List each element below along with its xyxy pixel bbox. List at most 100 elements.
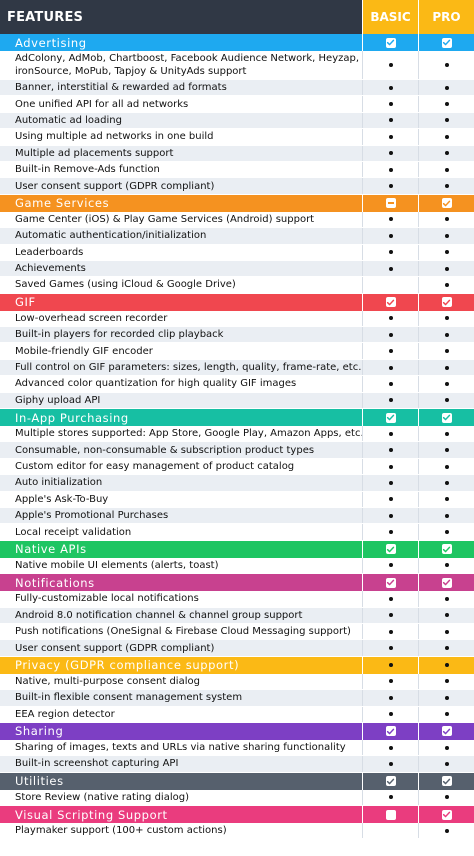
- pro-cell: [418, 756, 474, 772]
- basic-cell: [362, 557, 418, 574]
- bullet-dot-icon: [444, 497, 449, 502]
- section-title: In-App Purchasing: [15, 410, 129, 425]
- bullet-dot-icon: [444, 184, 449, 189]
- pro-cell: [418, 823, 474, 839]
- feature-row: Push notifications (OneSignal & Firebase…: [0, 623, 474, 641]
- section-header: Notifications: [0, 574, 474, 592]
- feature-label: Playmaker support (100+ custom actions): [15, 825, 227, 837]
- feature-label: Custom editor for easy management of pro…: [15, 461, 295, 472]
- feature-label: Giphy upload API: [15, 394, 101, 406]
- bullet-dot-icon: [444, 316, 449, 321]
- pro-cell: [418, 129, 474, 145]
- bullet-dot-icon: [444, 85, 449, 90]
- bullet-dot-icon: [444, 349, 449, 354]
- pro-cell: [418, 591, 474, 607]
- bullet-dot-icon: [388, 596, 393, 601]
- pro-cell: [418, 690, 474, 706]
- bullet-dot-icon: [388, 398, 393, 403]
- feature-label: Built-in players for recorded clip playb…: [15, 329, 224, 341]
- feature-row: User consent support (GDPR compliant): [0, 640, 474, 657]
- feature-label: Auto initialization: [15, 477, 103, 489]
- feature-row: Android 8.0 notification channel & chann…: [0, 607, 474, 624]
- basic-cell: [362, 178, 418, 194]
- basic-cell: [362, 772, 418, 790]
- feature-label: Push notifications (OneSignal & Firebase…: [15, 626, 351, 638]
- bullet-dot-icon: [444, 530, 449, 535]
- bullet-dot-icon: [444, 217, 449, 222]
- feature-row: Consumable, non-consumable & subscriptio…: [0, 442, 474, 459]
- pro-cell: [418, 80, 474, 96]
- bullet-dot-icon: [388, 167, 393, 172]
- section-header: Advertising: [0, 34, 474, 51]
- feature-row: Apple's Promotional Purchases: [0, 507, 474, 525]
- bullet-dot-icon: [444, 596, 449, 601]
- pro-cell: [418, 722, 474, 740]
- feature-row: Local receipt validation: [0, 524, 474, 541]
- pro-cell: [418, 343, 474, 359]
- bullet-dot-icon: [444, 63, 449, 67]
- pro-cell: [418, 442, 474, 458]
- section-title: Utilities: [15, 774, 64, 789]
- feature-label: Low-overhead screen recorder: [15, 312, 168, 324]
- feature-label: Mobile-friendly GIF encoder: [15, 345, 153, 357]
- feature-row: Apple's Ask-To-Buy: [0, 491, 474, 508]
- basic-cell: [362, 690, 418, 706]
- feature-row: Full control on GIF parameters: sizes, l…: [0, 359, 474, 377]
- feature-row: Automatic authentication/initialization: [0, 228, 474, 245]
- bullet-dot-icon: [444, 563, 449, 568]
- feature-row: Store Review (native rating dialog): [0, 789, 474, 807]
- feature-row: Built-in flexible consent management sys…: [0, 690, 474, 707]
- bullet-dot-icon: [388, 464, 393, 469]
- feature-row: Low-overhead screen recorder: [0, 310, 474, 328]
- checkbox-checked-icon: [441, 297, 452, 308]
- checkbox-checked-icon: [385, 37, 396, 48]
- feature-label: Built-in screenshot capturing API: [15, 758, 179, 770]
- pro-cell: [418, 806, 474, 824]
- feature-row: Built-in players for recorded clip playb…: [0, 327, 474, 344]
- bullet-dot-icon: [444, 513, 449, 518]
- basic-cell: [362, 409, 418, 427]
- pro-column-header: PRO: [418, 0, 474, 34]
- pro-cell: [418, 51, 474, 79]
- feature-row: Auto initialization: [0, 475, 474, 492]
- feature-row: Multiple stores supported: App Store, Go…: [0, 426, 474, 443]
- basic-cell: [362, 540, 418, 558]
- bullet-dot-icon: [388, 646, 393, 651]
- checkbox-partial-icon: [385, 198, 396, 209]
- bullet-dot-icon: [388, 118, 393, 123]
- pro-cell: [418, 623, 474, 640]
- bullet-dot-icon: [444, 134, 449, 139]
- bullet-dot-icon: [444, 712, 449, 717]
- basic-cell: [362, 591, 418, 607]
- bullet-dot-icon: [388, 629, 393, 634]
- bullet-dot-icon: [388, 448, 393, 453]
- section-header: GIF: [0, 293, 474, 311]
- feature-row: Banner, interstitial & rewarded ad forma…: [0, 80, 474, 97]
- basic-cell: [362, 706, 418, 722]
- pro-cell: [418, 426, 474, 442]
- bullet-dot-icon: [444, 102, 449, 107]
- section-header: Native APIs: [0, 540, 474, 558]
- basic-cell: [362, 112, 418, 129]
- bullet-dot-icon: [388, 431, 393, 436]
- pro-cell: [418, 34, 474, 51]
- feature-label: Using multiple ad networks in one build: [15, 131, 214, 143]
- checkbox-checked-icon: [441, 776, 452, 787]
- pro-cell: [418, 327, 474, 343]
- feature-row: Advanced color quantization for high qua…: [0, 376, 474, 393]
- basic-cell: [362, 739, 418, 756]
- pro-cell: [418, 475, 474, 491]
- bullet-dot-icon: [444, 332, 449, 337]
- section-title: Advertising: [15, 35, 87, 50]
- bullet-dot-icon: [444, 250, 449, 255]
- feature-row: Sharing of images, texts and URLs via na…: [0, 739, 474, 757]
- feature-label: Multiple ad placements support: [15, 147, 174, 159]
- basic-cell: [362, 722, 418, 740]
- pro-cell: [418, 359, 474, 376]
- bullet-dot-icon: [444, 480, 449, 485]
- basic-cell: [362, 806, 418, 824]
- checkbox-checked-icon: [385, 577, 396, 588]
- pro-cell: [418, 112, 474, 129]
- bullet-dot-icon: [444, 613, 449, 618]
- bullet-dot-icon: [388, 349, 393, 354]
